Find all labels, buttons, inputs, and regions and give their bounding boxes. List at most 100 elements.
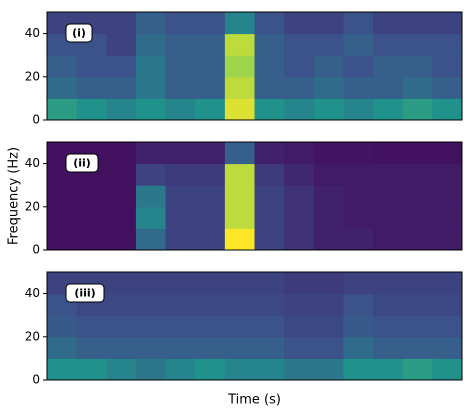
heatmap-cell xyxy=(106,142,137,165)
heatmap-cell xyxy=(165,358,196,381)
heatmap-cell xyxy=(284,55,315,78)
heatmap-cell xyxy=(343,315,374,338)
heatmap-cell xyxy=(343,55,374,78)
y-tick-label: 20 xyxy=(25,199,40,213)
heatmap-cell xyxy=(195,315,226,338)
heatmap-cell xyxy=(47,315,78,338)
heatmap-cell xyxy=(195,272,226,295)
heatmap-cell xyxy=(373,315,404,338)
heatmap-cell xyxy=(284,358,315,381)
heatmap-cell xyxy=(254,358,285,381)
heatmap-cell xyxy=(47,206,78,229)
heatmap-cell xyxy=(47,336,78,359)
heatmap-cell xyxy=(313,142,344,165)
heatmap-cell xyxy=(432,315,463,338)
heatmap-cell xyxy=(47,98,78,121)
heatmap-cell xyxy=(135,206,167,229)
heatmap-cell xyxy=(106,163,137,186)
y-tick-label: 40 xyxy=(25,26,40,40)
heatmap-cell xyxy=(343,185,374,208)
heatmap-cell xyxy=(432,206,463,229)
heatmap-cell xyxy=(76,76,107,99)
heatmap-cell xyxy=(402,98,433,121)
y-tick-label: 0 xyxy=(32,243,40,257)
heatmap-cell xyxy=(76,358,107,381)
heatmap-cell xyxy=(432,228,463,251)
heatmap-cell xyxy=(135,228,167,251)
plot-frame xyxy=(46,141,463,251)
heatmap-cell xyxy=(106,98,137,121)
heatmap-cell xyxy=(254,142,285,165)
heatmap-cell xyxy=(373,33,404,56)
x-axis-label: Time (s) xyxy=(227,393,281,408)
heatmap-cell xyxy=(284,206,315,229)
heatmap-cell xyxy=(106,293,137,316)
heatmap-cell xyxy=(165,336,196,359)
heatmap-cell xyxy=(76,55,107,78)
heatmap-cell xyxy=(106,315,137,338)
heatmap-cell xyxy=(284,228,315,251)
heatmap-cell xyxy=(135,272,167,295)
heatmap-cell xyxy=(373,163,404,186)
heatmap-cell xyxy=(165,55,196,78)
heatmap-cell xyxy=(313,272,344,295)
heatmap-cell xyxy=(402,55,433,78)
heatmap-cell xyxy=(284,272,315,295)
heatmap-cell xyxy=(224,185,255,208)
y-tick-label: 20 xyxy=(25,329,40,343)
heatmap-cell xyxy=(432,142,463,165)
heatmap-cell xyxy=(47,358,78,381)
heatmap-cell xyxy=(76,98,107,121)
heatmap-cell xyxy=(402,163,433,186)
heatmap-cell xyxy=(165,315,196,338)
panel-label: (iii) xyxy=(74,287,95,300)
heatmap-cell xyxy=(254,315,285,338)
heatmap-cell xyxy=(224,228,255,251)
heatmap-cell xyxy=(343,293,374,316)
plot-frame xyxy=(46,271,463,381)
heatmap-cell xyxy=(135,55,167,78)
heatmap-cell xyxy=(106,12,137,35)
heatmap-cell xyxy=(135,315,167,338)
heatmap-cell xyxy=(106,206,137,229)
heatmap-cell xyxy=(343,206,374,229)
y-axis-label: Frequency (Hz) xyxy=(7,147,22,245)
heatmap-cell xyxy=(47,228,78,251)
heatmap-cell xyxy=(343,76,374,99)
heatmap-cell xyxy=(195,12,226,35)
heatmap-cell xyxy=(106,185,137,208)
heatmap-cell xyxy=(313,293,344,316)
heatmap-cell xyxy=(343,33,374,56)
heatmap-cell xyxy=(76,206,107,229)
heatmap-cell xyxy=(195,76,226,99)
heatmap-cell xyxy=(224,336,255,359)
heatmap-cell xyxy=(135,33,167,56)
heatmap-cell xyxy=(254,293,285,316)
heatmap-cell xyxy=(432,185,463,208)
heatmap-cell xyxy=(432,55,463,78)
heatmap-cell xyxy=(343,228,374,251)
heatmap-cell xyxy=(254,228,285,251)
heatmap-cell xyxy=(195,98,226,121)
heatmap-cell xyxy=(432,163,463,186)
heatmap-cell xyxy=(135,163,167,186)
heatmap-cell xyxy=(135,293,167,316)
heatmap-cell xyxy=(432,358,463,381)
heatmap-cell xyxy=(284,315,315,338)
heatmap-cell xyxy=(106,33,137,56)
y-tick-label: 40 xyxy=(25,286,40,300)
heatmap-cell xyxy=(402,358,433,381)
heatmap-cell xyxy=(373,272,404,295)
heatmap-cell xyxy=(313,163,344,186)
heatmap-cell xyxy=(284,185,315,208)
heatmap-cell xyxy=(47,55,78,78)
heatmap-cell xyxy=(165,76,196,99)
plot-frame xyxy=(46,11,463,121)
heatmap-cell xyxy=(402,228,433,251)
heatmap-cell xyxy=(254,55,285,78)
heatmap-cell xyxy=(402,33,433,56)
heatmap-cell xyxy=(135,98,167,121)
heatmap-cell xyxy=(224,55,255,78)
heatmap-cell xyxy=(284,33,315,56)
